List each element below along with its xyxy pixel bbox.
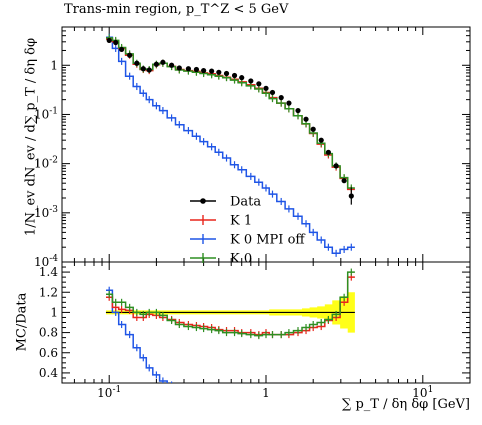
- data-point: [127, 52, 133, 58]
- data-point: [348, 193, 354, 199]
- data-point: [193, 66, 200, 73]
- data-point: [310, 126, 316, 132]
- data-point: [140, 66, 146, 72]
- data-point: [303, 116, 309, 122]
- data-point: [113, 39, 119, 46]
- legend-marker-data: [200, 198, 206, 204]
- data-point: [286, 100, 292, 106]
- data-point: [209, 68, 215, 74]
- data-point: [223, 70, 230, 77]
- data-point: [134, 60, 140, 66]
- series-k-1-histogram: [106, 38, 355, 191]
- data-point: [318, 137, 324, 143]
- x-tick-exponent: 1: [428, 385, 434, 395]
- main-y-tick-exponent: -1: [49, 106, 58, 116]
- main-y-axis-label-box: 1/N_ev dN_ev / d∑ p_T / δη δφ: [1, 38, 61, 236]
- data-point: [325, 149, 331, 155]
- data-point: [146, 67, 152, 73]
- main-y-axis-label: 1/N_ev dN_ev / d∑ p_T / δη δφ: [23, 37, 39, 237]
- data-point: [153, 61, 160, 67]
- ratio-series-group: [105, 268, 355, 383]
- data-point: [341, 178, 347, 184]
- data-point: [185, 66, 192, 72]
- chart-title: Trans-min region, p_T^Z < 5 GeV: [64, 2, 289, 17]
- ratio-y-tick-label: 0.4: [39, 366, 58, 380]
- main-y-tick-label: 1: [50, 58, 58, 72]
- ratio-y-axis-label: MC/Data: [14, 292, 30, 352]
- data-point: [168, 62, 175, 68]
- data-point: [278, 95, 284, 101]
- ratio-y-tick-label: 1.2: [39, 285, 58, 299]
- series-k-0-histogram: [106, 37, 355, 189]
- main-y-tick-exponent: -2: [49, 156, 58, 166]
- ratio-k-1-histogram: [106, 276, 355, 336]
- ratio-y-tick-label: 0.6: [39, 346, 58, 360]
- data-point: [231, 72, 238, 79]
- legend-label-k-1: K 1: [230, 214, 252, 229]
- data-point: [176, 65, 182, 71]
- data-point: [263, 85, 269, 91]
- data-point: [269, 89, 276, 96]
- ratio-k-0-mpi-off-histogram: [106, 289, 168, 383]
- main-y-tick-exponent: -4: [49, 254, 58, 264]
- data-point: [248, 78, 254, 84]
- main-plot-frame: [61, 26, 471, 263]
- x-axis-label: ∑ p_T / δη δφ [GeV]: [342, 397, 470, 412]
- data-point: [106, 37, 112, 44]
- data-point: [239, 75, 245, 81]
- data-point: [160, 59, 166, 65]
- legend-label-k-0-mpi-off: K 0 MPI off: [230, 233, 306, 248]
- ratio-y-axis-label-box: MC/Data: [2, 262, 42, 382]
- legend-label-data: Data: [230, 195, 261, 210]
- x-tick-label: 1: [262, 386, 270, 400]
- data-point: [119, 46, 125, 53]
- ratio-y-tick-label: 1.4: [39, 265, 58, 279]
- data-point: [201, 67, 207, 74]
- main-series-group: [106, 33, 355, 257]
- legend-label-k-0: K 0: [230, 252, 252, 267]
- ratio-k-0-histogram: [106, 271, 355, 337]
- data-point: [295, 107, 301, 114]
- legend: Data K 1 K 0 MPI off K 0: [190, 195, 306, 267]
- main-y-tick-exponent: -3: [49, 205, 58, 215]
- x-tick-exponent: -1: [112, 385, 121, 395]
- ratio-y-tick-label: 0.8: [39, 326, 58, 340]
- ratio-y-tick-label: 1: [50, 305, 58, 319]
- data-point: [256, 81, 262, 87]
- ratio-plot-frame: [61, 261, 471, 384]
- x-tick-label: 10-1: [97, 385, 121, 400]
- data-point: [216, 69, 222, 75]
- data-point: [333, 163, 339, 169]
